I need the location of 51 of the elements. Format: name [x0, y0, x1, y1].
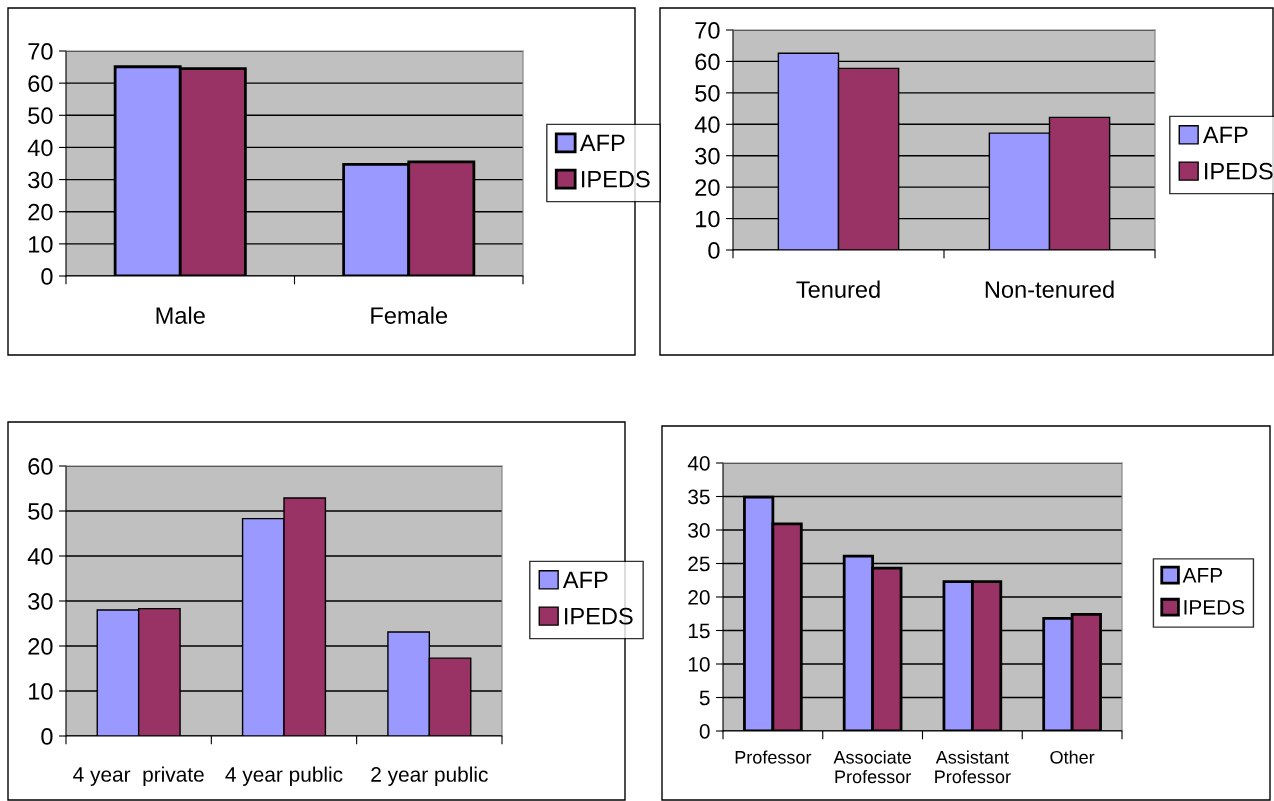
x-tick-label: Male: [156, 306, 205, 324]
y-tick-label: 20: [28, 638, 53, 655]
y-tick-label: 10: [696, 210, 720, 228]
y-tick-label: 10: [29, 235, 53, 253]
y-tick-label: 30: [28, 593, 53, 610]
legend-label: IPEDS: [1205, 162, 1273, 180]
legend-label: AFP: [562, 571, 608, 589]
legend-label: IPEDS: [582, 170, 650, 188]
y-tick-label: 20: [688, 590, 710, 605]
legend-label: AFP: [579, 134, 625, 152]
y-tick-label: 50: [28, 503, 53, 520]
y-tick-label: 30: [695, 147, 720, 165]
y-tick-label: 10: [29, 683, 53, 700]
x-tick-label: 4 year private: [73, 766, 204, 786]
y-tick-label: 40: [694, 116, 720, 134]
y-tick-label: 0: [708, 242, 720, 259]
legend-label: IPEDS: [565, 607, 633, 625]
y-tick-label: 70: [28, 43, 53, 60]
x-tick-label: 4 year public: [225, 766, 343, 786]
y-tick-label: 40: [27, 139, 53, 157]
y-tick-label: 40: [27, 548, 53, 565]
y-tick-label: 0: [41, 268, 53, 285]
x-tick-label: Associate Professor: [833, 750, 911, 784]
y-tick-label: 60: [28, 458, 53, 475]
y-tick-label: 5: [699, 690, 710, 706]
y-tick-label: 20: [695, 179, 720, 196]
x-tick-label: Non-tenured: [985, 280, 1114, 298]
y-tick-label: 50: [28, 107, 53, 125]
y-tick-label: 30: [28, 171, 53, 189]
y-tick-label: 30: [688, 523, 710, 538]
x-tick-label: Professor: [735, 750, 812, 764]
legend-label: AFP: [1182, 568, 1222, 583]
x-tick-label: Female: [371, 306, 448, 324]
x-tick-label: Tenured: [796, 280, 880, 298]
y-tick-label: 60: [28, 75, 53, 92]
y-tick-label: 70: [695, 22, 720, 39]
y-tick-label: 10: [688, 657, 710, 672]
y-tick-label: 35: [688, 489, 710, 505]
x-tick-label: 2 year public: [371, 766, 488, 786]
x-tick-label: Assistant Professor: [935, 750, 1011, 784]
y-tick-label: 0: [699, 724, 710, 739]
y-tick-label: 60: [695, 53, 720, 71]
y-tick-label: 15: [688, 623, 710, 639]
legend-label: AFP: [1202, 126, 1248, 144]
y-tick-label: 0: [41, 728, 53, 745]
x-tick-label: Other: [1050, 750, 1095, 764]
y-tick-label: 20: [28, 203, 53, 221]
y-tick-label: 50: [695, 84, 720, 102]
y-tick-label: 25: [688, 556, 710, 572]
legend-label: IPEDS: [1184, 599, 1245, 615]
y-tick-label: 40: [687, 456, 710, 471]
